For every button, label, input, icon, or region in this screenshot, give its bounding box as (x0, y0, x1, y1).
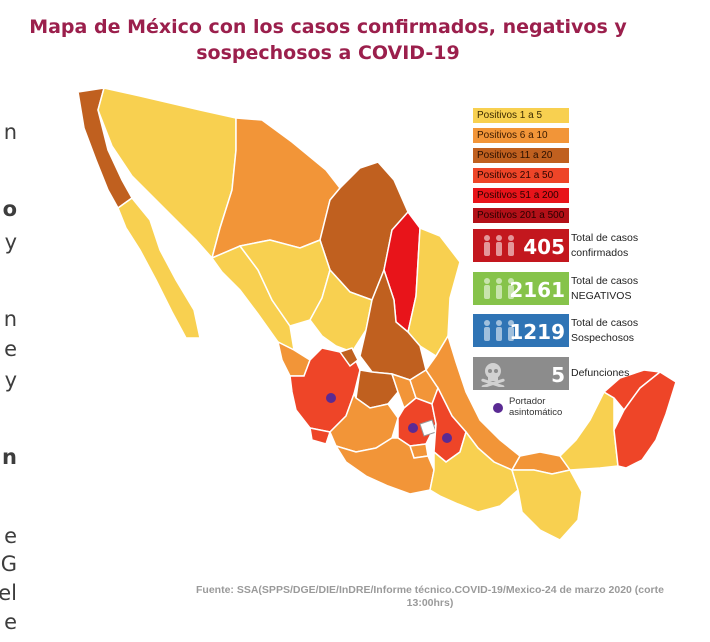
asymptomatic-marker (442, 433, 452, 443)
state-zacatecas (309, 268, 373, 353)
confirmed-label-line2: confirmados (571, 247, 629, 259)
legend-item: Positivos 21 a 50 (473, 168, 569, 183)
state-michoacan (329, 392, 399, 453)
page-title: Mapa de México con los casos confirmados… (0, 14, 656, 66)
suspected-box: 1219 (473, 314, 569, 347)
source-line1: Fuente: SSA(SPPS/DGE/DIE/InDRE/Informe t… (196, 584, 664, 596)
deaths-count: 5 (551, 363, 565, 387)
side-fragment: y (4, 230, 17, 254)
state-baja-california-sur (117, 196, 201, 339)
side-fragment: y (4, 368, 17, 392)
asymptomatic-marker (326, 393, 336, 403)
legend-item: Positivos 6 a 10 (473, 128, 569, 143)
side-fragment: n (2, 445, 17, 469)
deaths-box: 5 (473, 357, 569, 390)
suspected-label-line2: Sospechosos (571, 332, 635, 344)
people-icon (484, 235, 514, 256)
skull-icon (481, 363, 505, 387)
suspected-label: Total de casos Sospechosos (571, 316, 691, 346)
side-fragment: el (0, 581, 17, 605)
deaths-label: Defunciones (571, 367, 630, 379)
state-jalisco (289, 347, 361, 433)
side-fragment: e (4, 337, 17, 361)
title-line-2: sospechosos a COVID-19 (196, 42, 460, 64)
source-line2: 13:00hrs) (406, 597, 454, 609)
people-icon (484, 278, 514, 299)
suspected-count: 1219 (509, 320, 565, 344)
source-note: Fuente: SSA(SPPS/DGE/DIE/InDRE/Informe t… (160, 584, 700, 610)
negative-label-line1: Total de casos (571, 275, 639, 287)
legend-item: Positivos 201 a 500 (473, 208, 569, 223)
state-colima (309, 427, 331, 445)
people-icon (484, 320, 514, 341)
negative-count: 2161 (509, 278, 565, 302)
asymptomatic-label-line2: asintomático (509, 407, 563, 418)
asymptomatic-legend-dot (493, 403, 503, 413)
suspected-label-line1: Total de casos (571, 317, 639, 329)
state-chiapas (510, 469, 583, 541)
side-fragment: o (2, 197, 17, 221)
side-fragment: n (3, 120, 17, 144)
side-fragment: n (3, 307, 17, 331)
negative-label-line2: NEGATIVOS (571, 290, 632, 302)
asymptomatic-legend-label: Portador asintomático (509, 396, 589, 418)
state-quintana-roo (613, 371, 677, 469)
negative-box: 2161 (473, 272, 569, 305)
confirmed-box: 405 (473, 229, 569, 262)
state-aguascalientes (338, 347, 359, 368)
side-fragment: e (4, 524, 17, 548)
state-guerrero (334, 437, 435, 495)
confirmed-label: Total de casos confirmados (571, 231, 691, 261)
negative-label: Total de casos NEGATIVOS (571, 274, 691, 304)
legend-item: Positivos 11 a 20 (473, 148, 569, 163)
confirmed-label-line1: Total de casos (571, 232, 639, 244)
clipped-side-text: n o y n e y n e G el e (0, 100, 20, 642)
side-fragment: e (4, 610, 17, 634)
asymptomatic-label-line1: Portador (509, 396, 546, 407)
confirmed-count: 405 (523, 235, 565, 259)
legend-item: Positivos 51 a 200 (473, 188, 569, 203)
title-line-1: Mapa de México con los casos confirmados… (29, 16, 627, 38)
side-fragment: G (0, 552, 17, 576)
asymptomatic-marker (408, 423, 418, 433)
legend-item: Positivos 1 a 5 (473, 108, 569, 123)
